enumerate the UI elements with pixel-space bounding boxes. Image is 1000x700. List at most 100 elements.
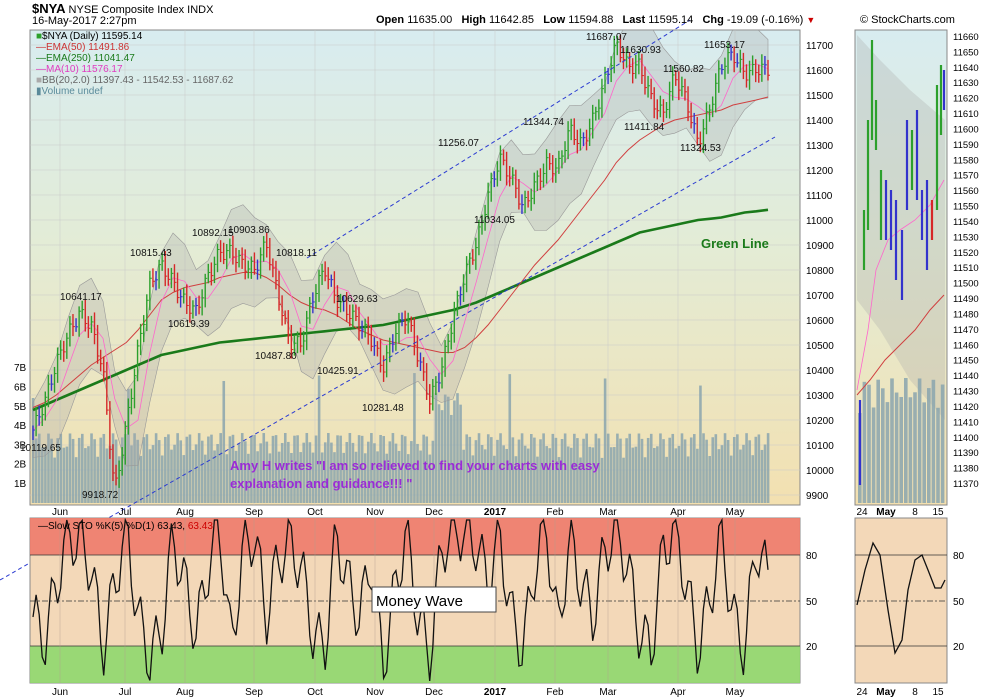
volume-bar (471, 455, 475, 503)
volume-bar (59, 433, 63, 503)
price-label: 9918.72 (82, 490, 119, 501)
side-sto-tick-label: 20 (953, 642, 965, 653)
volume-bar (548, 448, 552, 503)
legend-price: ■$NYA (Daily) 11595.14 (36, 31, 233, 42)
volume-bar (403, 436, 407, 503)
x-tick-label: Jun (52, 507, 68, 518)
dash-icon: — (36, 64, 46, 75)
volume-bar (453, 400, 456, 503)
volume-bar (342, 452, 346, 503)
volume-bar (563, 433, 567, 503)
volume-bar (357, 435, 361, 503)
volume-bar (37, 433, 41, 503)
y-tick-label: 10500 (806, 341, 834, 352)
price-x-axis: Jun Jul Aug Sep Oct Nov Dec 2017 Feb Mar Apr May (52, 507, 745, 518)
volume-bar (732, 437, 736, 503)
volume-bar (127, 388, 130, 503)
side-y-tick-label: 11370 (953, 479, 979, 490)
chg-label: Chg (702, 14, 724, 26)
volume-bar (34, 438, 38, 503)
x-tick-label: Feb (546, 687, 564, 698)
volume-bar (456, 393, 459, 503)
volume-bar (176, 433, 179, 503)
side-volume-bar (876, 379, 880, 503)
volume-bar (594, 433, 598, 503)
volume-bar (613, 447, 616, 503)
volume-bar (253, 434, 256, 503)
y-tick-label: 11600 (806, 66, 834, 77)
volume-bar (256, 451, 259, 503)
price-label: 10487.80 (255, 351, 297, 362)
sto-tick-label: 80 (806, 551, 818, 562)
side-volume-bar (867, 384, 871, 503)
dash-icon: — (38, 521, 48, 532)
side-volume-bar (871, 407, 876, 503)
volume-bar (705, 439, 708, 503)
volume-bar (373, 443, 376, 503)
sto-tick-label: 50 (806, 597, 818, 608)
volume-bar (640, 438, 644, 503)
volume-tick-label: 2B (14, 460, 27, 471)
volume-bar (400, 434, 404, 503)
price-bars (32, 34, 770, 488)
price-label: 11034.05 (474, 215, 515, 226)
sto-tick-label: 20 (806, 642, 818, 653)
side-sto-x-axis: 24 May 8 15 (856, 687, 944, 698)
volume-bar (160, 455, 164, 503)
side-x-tick-label: 15 (932, 507, 944, 518)
price-label: 10281.48 (362, 403, 404, 414)
volume-bar (194, 444, 198, 503)
price-label: 10629.63 (336, 294, 378, 305)
side-y-tick-label: 11570 (953, 171, 979, 182)
side-volume-bar (904, 378, 908, 503)
upper-trendline (306, 19, 691, 259)
money-wave-box: Money Wave (371, 586, 497, 613)
volume-bar (533, 437, 536, 503)
legend-ma10-text: MA(10) 11576.17 (46, 64, 123, 75)
volume-bar (382, 436, 385, 503)
y-tick-label: 9900 (806, 491, 829, 502)
side-y-tick-label: 11620 (953, 94, 979, 105)
y-tick-label: 10400 (806, 366, 834, 377)
x-tick-label: Jul (119, 507, 132, 518)
sto-k-line (32, 518, 769, 682)
x-tick-label: Mar (599, 687, 617, 698)
quote-line-1: Amy H writes "I am so relieved to find y… (230, 458, 600, 473)
volume-bar (665, 456, 668, 503)
y-tick-label: 11300 (806, 141, 834, 152)
volume-bar (514, 456, 518, 503)
volume-bar (317, 375, 321, 503)
volume-bar (434, 393, 438, 503)
volume-bar (41, 447, 44, 503)
quote-line-2: explanation and guidance!!! " (230, 476, 412, 491)
volume-bar (182, 455, 186, 503)
volume-bar (659, 433, 662, 503)
volume-bar (50, 438, 53, 503)
volume-bar (689, 437, 693, 503)
volume-bar (656, 446, 659, 503)
side-x-tick-label: 24 (856, 507, 868, 518)
volume-bar (631, 447, 635, 503)
volume-tick-label: 6B (14, 383, 27, 394)
x-tick-label: 2017 (484, 507, 507, 518)
bollinger-band (32, 30, 769, 467)
side-volume-bar (927, 388, 931, 503)
volume-bar (277, 451, 281, 503)
legend-ema250: —EMA(250) 11041.47 (36, 53, 233, 64)
side-y-tick-label: 11500 (953, 279, 979, 290)
volume-bar (542, 433, 545, 503)
volume-bar (742, 444, 745, 503)
volume-bar (154, 433, 158, 503)
chart-title: $NYA NYSE Composite Index INDX (32, 1, 213, 16)
volume-bar (413, 373, 416, 503)
volume-bar (545, 446, 548, 503)
volume-bar (191, 450, 195, 503)
x-tick-label: Jun (52, 687, 68, 698)
volume-bar (573, 433, 576, 503)
side-volume-bar (885, 402, 890, 503)
volume-bar (616, 433, 619, 503)
legend-ema50-text: EMA(50) 11491.86 (46, 42, 130, 53)
volume-bar (597, 438, 601, 503)
volume-bar (105, 448, 109, 503)
volume-bar (90, 433, 93, 503)
